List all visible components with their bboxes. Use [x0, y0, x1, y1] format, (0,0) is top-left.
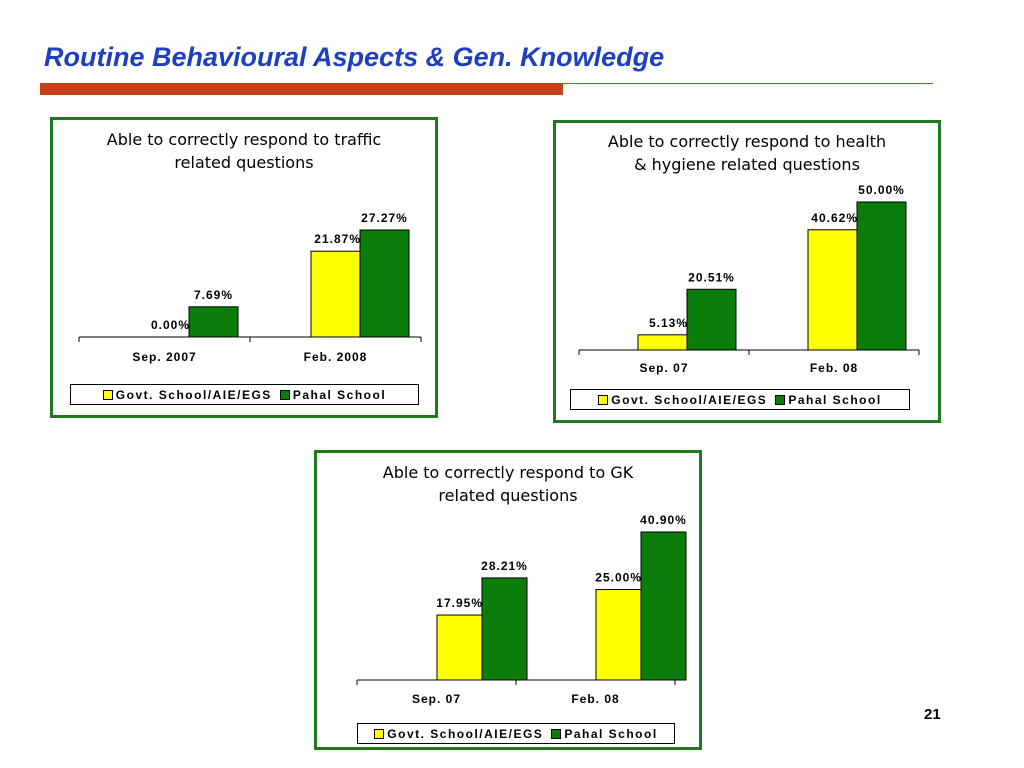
- x-tick-label: Feb. 2008: [304, 350, 368, 364]
- data-label: 27.27%: [361, 211, 408, 225]
- chart-title: Able to correctly respond to GK related …: [317, 461, 699, 507]
- chart-panel-gk: Able to correctly respond to GK related …: [314, 450, 702, 750]
- data-label: 5.13%: [649, 316, 688, 330]
- bar-chart-gk: 17.95% 28.21% Sep. 07 25.00% 40.90% Feb. 08: [356, 513, 687, 706]
- page-number: 21: [924, 706, 941, 723]
- legend-swatch-pahal: [551, 728, 562, 739]
- bar-govt-1: [807, 229, 858, 351]
- legend-item-govt: Govt. School/AIE/EGS: [598, 393, 767, 407]
- bar-pahal-0: [188, 306, 239, 338]
- data-label: 28.21%: [481, 559, 528, 573]
- legend-label-govt: Govt. School/AIE/EGS: [115, 387, 272, 402]
- legend-item-pahal: Pahal School: [551, 727, 657, 741]
- chart-title-line: Able to correctly respond to health: [607, 132, 887, 151]
- data-label: 40.90%: [640, 513, 687, 527]
- data-label: 40.62%: [811, 211, 858, 225]
- bar-govt-1: [310, 250, 361, 338]
- x-tick-label: Sep. 07: [639, 361, 688, 375]
- legend-label-pahal: Pahal School: [292, 387, 387, 402]
- bar-pahal-1: [856, 201, 907, 351]
- title-rule-thick: [40, 84, 563, 95]
- slide-title: Routine Behavioural Aspects & Gen. Knowl…: [44, 42, 665, 72]
- chart-title-line: Able to correctly respond to traffic: [106, 130, 382, 149]
- x-tick-label: Feb. 08: [571, 692, 619, 706]
- chart-panel-health: Able to correctly respond to health & hy…: [553, 120, 941, 423]
- legend-label-pahal: Pahal School: [788, 392, 882, 407]
- data-label: 0.00%: [151, 318, 190, 332]
- chart-title-line: Able to correctly respond to GK: [382, 463, 634, 482]
- bar-govt-1: [595, 589, 642, 681]
- chart-legend: Govt. School/AIE/EGS Pahal School: [570, 389, 910, 410]
- chart-panel-traffic: Able to correctly respond to traffic rel…: [50, 117, 438, 418]
- chart-title-line: related questions: [174, 153, 314, 172]
- legend-item-govt: Govt. School/AIE/EGS: [102, 387, 272, 402]
- data-label: 21.87%: [314, 232, 361, 246]
- legend-swatch-pahal: [775, 394, 786, 405]
- data-label: 17.95%: [436, 596, 483, 610]
- chart-legend: Govt. School/AIE/EGS Pahal School: [357, 723, 675, 744]
- data-label: 7.69%: [194, 288, 233, 302]
- x-tick-label: Sep. 2007: [132, 350, 196, 364]
- legend-label-govt: Govt. School/AIE/EGS: [611, 392, 768, 407]
- x-tick-label: Feb. 08: [810, 361, 858, 375]
- chart-title: Able to correctly respond to traffic rel…: [53, 128, 435, 174]
- legend-label-pahal: Pahal School: [564, 726, 658, 741]
- x-tick-label: Sep. 07: [412, 692, 461, 706]
- legend-label-govt: Govt. School/AIE/EGS: [387, 726, 544, 741]
- chart-title-line: & hygiene related questions: [634, 155, 860, 174]
- bar-pahal-1: [640, 531, 687, 681]
- legend-swatch-pahal: [279, 389, 290, 400]
- legend-swatch-govt: [598, 394, 609, 405]
- data-label: 20.51%: [688, 270, 735, 284]
- legend-item-pahal: Pahal School: [775, 393, 881, 407]
- title-rule-thin: [40, 83, 933, 84]
- bar-govt-0: [436, 614, 483, 681]
- bar-govt-0: [637, 334, 688, 351]
- legend-swatch-govt: [102, 389, 113, 400]
- bar-pahal-0: [686, 288, 737, 351]
- bar-chart-health: 5.13% 20.51% Sep. 07 40.62%50.00% Feb. 08: [578, 183, 920, 375]
- legend-swatch-govt: [374, 728, 385, 739]
- bar-chart-traffic: 0.00% 7.69% Sep. 2007 21.87%27.27% Feb. 2008: [78, 211, 422, 364]
- data-label: 50.00%: [858, 183, 905, 197]
- legend-item-govt: Govt. School/AIE/EGS: [374, 727, 543, 741]
- chart-title-line: related questions: [438, 486, 578, 505]
- data-label: 25.00%: [595, 571, 642, 585]
- bar-pahal-0: [481, 577, 528, 681]
- chart-legend: Govt. School/AIE/EGS Pahal School: [70, 384, 419, 405]
- chart-title: Able to correctly respond to health & hy…: [556, 130, 938, 176]
- legend-item-pahal: Pahal School: [279, 387, 387, 402]
- bar-pahal-1: [359, 229, 410, 338]
